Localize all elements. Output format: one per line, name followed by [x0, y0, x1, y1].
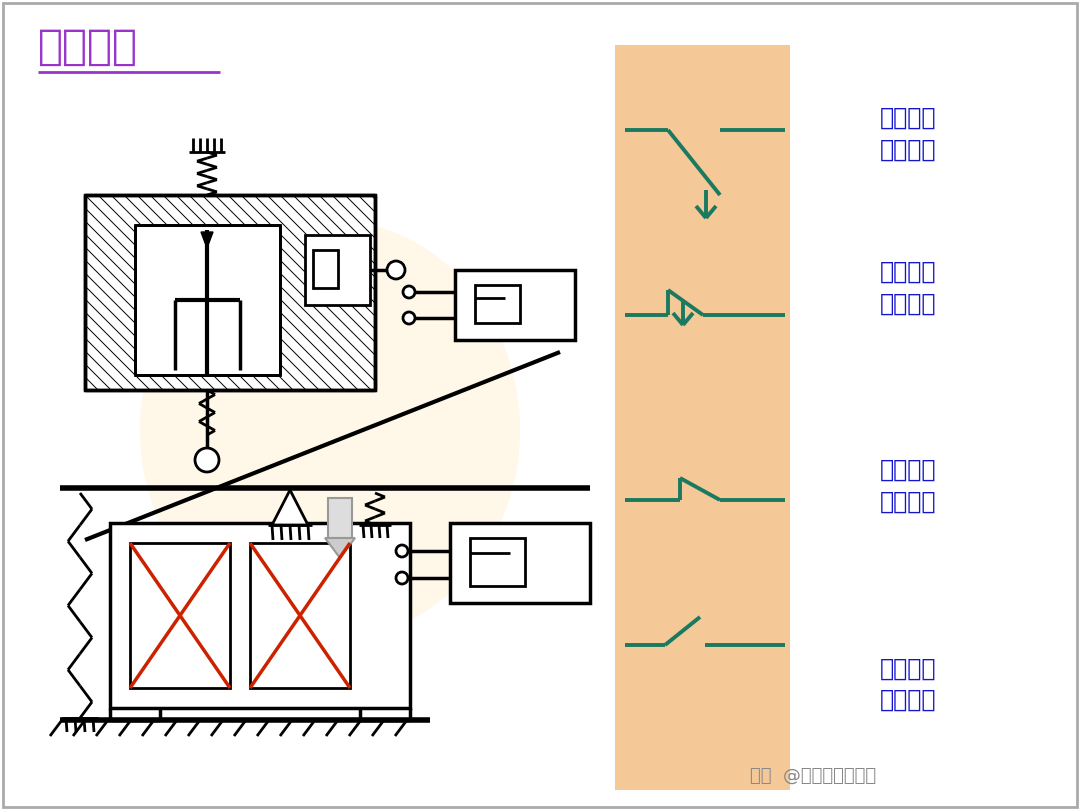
Text: 瞬时闭合
常开触点: 瞬时闭合 常开触点 — [880, 106, 936, 161]
Bar — [455, 270, 575, 340]
Polygon shape — [272, 490, 308, 525]
Circle shape — [387, 261, 405, 279]
Bar — [313, 250, 338, 288]
Bar — [85, 195, 375, 390]
Bar — [135, 225, 280, 375]
Circle shape — [396, 545, 408, 557]
Bar — [249, 543, 350, 688]
Circle shape — [403, 312, 415, 324]
Circle shape — [403, 286, 415, 298]
Bar — [305, 235, 370, 305]
Bar — [130, 543, 230, 688]
Polygon shape — [328, 498, 352, 538]
Bar — [470, 538, 525, 586]
Text: 延时断开
常闭触点: 延时断开 常闭触点 — [880, 458, 936, 514]
Bar — [475, 285, 519, 323]
Ellipse shape — [140, 220, 519, 640]
Text: 电路符号: 电路符号 — [38, 26, 138, 68]
Bar — [110, 523, 410, 708]
Polygon shape — [325, 538, 355, 558]
Text: 瞬时断开
常闭触点: 瞬时断开 常闭触点 — [880, 260, 936, 315]
Bar — [615, 45, 789, 790]
Text: 延时闭合
常开触点: 延时闭合 常开触点 — [880, 657, 936, 712]
Text: 头条  @电气河南龙网广: 头条 @电气河南龙网广 — [750, 767, 876, 785]
Bar — [450, 523, 590, 603]
Circle shape — [396, 572, 408, 584]
Polygon shape — [201, 232, 213, 248]
Circle shape — [195, 448, 219, 472]
